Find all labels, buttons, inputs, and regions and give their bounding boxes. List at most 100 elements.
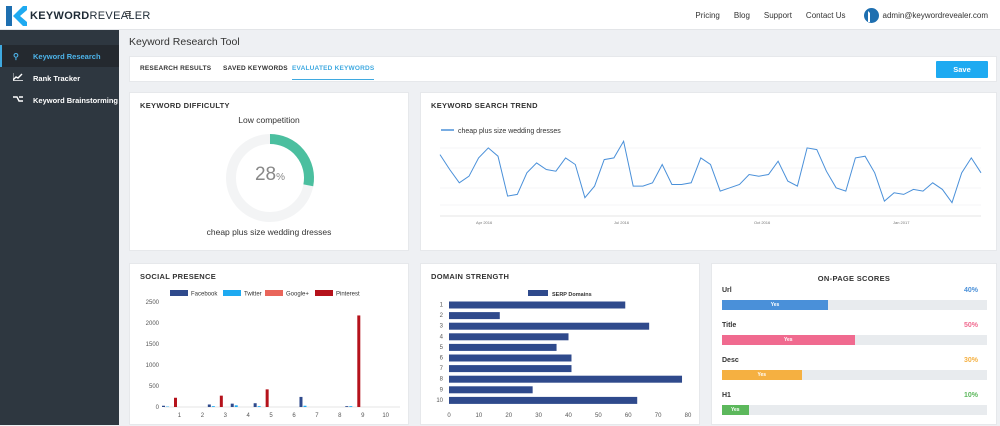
top-nav: Pricing Blog Support Contact Us admin@ke… xyxy=(695,0,1000,30)
y-tick-label: 1500 xyxy=(146,342,160,348)
tab-saved-keywords[interactable]: SAVED KEYWORDS xyxy=(223,65,288,72)
difficulty-value-unit: % xyxy=(276,172,285,183)
score-track: Yes xyxy=(722,300,987,310)
bar xyxy=(220,396,223,407)
score-track: Yes xyxy=(722,335,987,345)
legend-label: Google+ xyxy=(286,292,309,298)
bar xyxy=(212,406,215,407)
legend-label: Facebook xyxy=(191,292,218,298)
y-tick-label: 8 xyxy=(440,377,444,383)
y-tick-label: 5 xyxy=(440,345,444,351)
sidebar-item-keyword-research[interactable]: ⚲ Keyword Research xyxy=(0,45,119,67)
legend-swatch xyxy=(223,290,241,296)
card-title: KEYWORD DIFFICULTY xyxy=(140,101,230,110)
x-tick-label: 50 xyxy=(595,413,602,419)
bar xyxy=(449,312,500,319)
x-tick-label: 2 xyxy=(201,413,205,419)
y-tick-label: 0 xyxy=(156,405,160,411)
score-percent: 40% xyxy=(964,287,978,294)
legend-label: cheap plus size wedding dresses xyxy=(458,128,561,135)
user-email: admin@keywordrevealer.com xyxy=(883,11,989,20)
sidebar-item-label: Rank Tracker xyxy=(33,74,80,83)
x-tick-label: 30 xyxy=(535,413,542,419)
logo-mark-icon xyxy=(5,5,27,27)
x-tick-label: 7 xyxy=(315,413,319,419)
bar xyxy=(449,302,625,309)
score-percent: 30% xyxy=(964,357,978,364)
x-tick-label: Oct 2016 xyxy=(754,220,771,225)
tab-bar: RESEARCH RESULTS SAVED KEYWORDS EVALUATE… xyxy=(129,56,997,82)
score-fill: Yes xyxy=(722,335,855,345)
x-tick-label: 0 xyxy=(447,413,451,419)
bar xyxy=(174,398,177,407)
nav-contact-us[interactable]: Contact Us xyxy=(806,11,846,20)
legend-swatch xyxy=(528,290,548,296)
difficulty-value-number: 28 xyxy=(255,164,276,185)
bar xyxy=(162,406,165,407)
x-tick-label: 1 xyxy=(178,413,182,419)
y-tick-label: 10 xyxy=(436,398,443,404)
top-bar: KEYWORDREVEALER ≡ Pricing Blog Support C… xyxy=(0,0,1000,30)
x-tick-label: 80 xyxy=(685,413,692,419)
save-button[interactable]: Save xyxy=(936,61,988,78)
bar xyxy=(235,405,238,407)
y-tick-label: 3 xyxy=(440,324,444,330)
nav-pricing[interactable]: Pricing xyxy=(695,11,719,20)
bar xyxy=(208,404,211,407)
x-tick-label: 20 xyxy=(505,413,512,419)
legend-swatch xyxy=(170,290,188,296)
legend-swatch xyxy=(265,290,283,296)
score-percent: 10% xyxy=(964,392,978,399)
bar xyxy=(449,365,571,372)
x-tick-label: 6 xyxy=(292,413,296,419)
y-tick-label: 7 xyxy=(440,366,444,372)
user-menu[interactable]: admin@keywordrevealer.com xyxy=(864,8,989,23)
sidebar-item-label: Keyword Brainstorming xyxy=(33,96,118,105)
score-label: H1 xyxy=(722,392,731,399)
bar xyxy=(254,403,257,407)
sidebar: ⚲ Keyword Research Rank Tracker Keyword … xyxy=(0,30,119,425)
nav-support[interactable]: Support xyxy=(764,11,792,20)
tab-research-results[interactable]: RESEARCH RESULTS xyxy=(140,65,211,72)
bar xyxy=(345,406,348,407)
line-chart-icon xyxy=(13,73,25,83)
bar xyxy=(449,376,682,383)
tab-evaluated-keywords[interactable]: EVALUATED KEYWORDS xyxy=(292,65,374,80)
score-percent: 50% xyxy=(964,322,978,329)
y-tick-label: 2500 xyxy=(146,300,160,306)
x-tick-label: 3 xyxy=(224,413,228,419)
legend-label: SERP Domains xyxy=(552,292,592,298)
x-tick-label: 10 xyxy=(476,413,483,419)
bar xyxy=(449,344,557,351)
score-track: Yes xyxy=(722,405,987,415)
bar xyxy=(449,355,571,362)
x-tick-label: 4 xyxy=(247,413,251,419)
x-tick-label: 40 xyxy=(565,413,572,419)
x-tick-label: Jul 2016 xyxy=(614,220,630,225)
bar xyxy=(449,323,649,330)
x-tick-label: 8 xyxy=(338,413,342,419)
sidebar-item-rank-tracker[interactable]: Rank Tracker xyxy=(0,67,119,89)
bar xyxy=(449,397,637,404)
search-icon: ⚲ xyxy=(13,52,25,61)
score-fill: Yes xyxy=(722,370,802,380)
x-tick-label: Jan 2017 xyxy=(893,220,910,225)
series-line xyxy=(440,141,981,202)
bar xyxy=(357,315,360,407)
score-label: Url xyxy=(722,287,732,294)
score-label: Title xyxy=(722,322,736,329)
y-tick-label: 4 xyxy=(440,334,444,340)
bar xyxy=(349,406,352,407)
menu-toggle-icon[interactable]: ≡ xyxy=(125,9,134,20)
nav-blog[interactable]: Blog xyxy=(734,11,750,20)
search-trend-card: KEYWORD SEARCH TREND cheap plus size wed… xyxy=(420,92,997,251)
y-tick-label: 1 xyxy=(440,303,444,309)
x-tick-label: 60 xyxy=(625,413,632,419)
score-label: Desc xyxy=(722,357,739,364)
sidebar-item-keyword-brainstorming[interactable]: Keyword Brainstorming xyxy=(0,89,119,111)
